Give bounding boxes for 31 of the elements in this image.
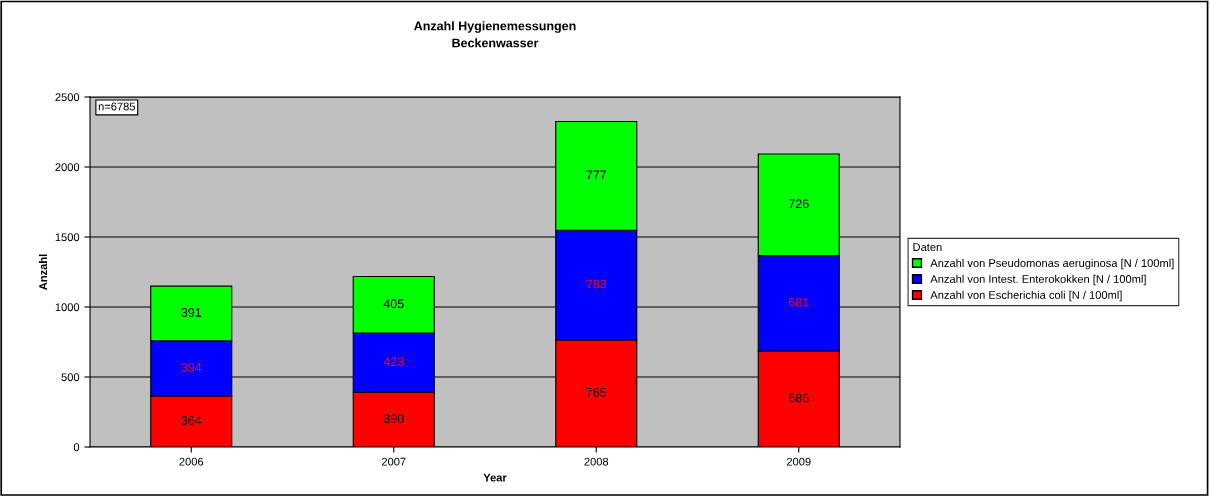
data-label: 405	[383, 299, 404, 309]
data-label: 423	[383, 357, 404, 367]
y-tick-label: 2000	[55, 163, 80, 172]
x-tick-label: 2009	[786, 457, 811, 466]
data-label: 390	[383, 414, 404, 424]
x-tick-label: 2006	[179, 457, 204, 466]
y-tick-label: 0	[73, 443, 80, 452]
x-axis-title: Year	[483, 473, 507, 482]
data-label: 777	[586, 170, 607, 180]
chart-subtitle: Beckenwasser	[452, 38, 539, 48]
legend-label: Anzahl von Escherichia coli [N / 100ml]	[930, 290, 1122, 302]
data-label: 681	[788, 297, 809, 307]
x-tick-label: 2007	[381, 457, 406, 466]
legend-label: Anzahl von Pseudomonas aeruginosa [N / 100ml]	[930, 258, 1174, 270]
y-tick-label: 500	[61, 373, 80, 382]
x-tick-label: 2008	[584, 457, 609, 466]
legend-label: Anzahl von Intest. Enterokokken [N / 100ml]	[930, 274, 1146, 286]
y-tick-label: 1000	[55, 303, 80, 312]
data-label: 364	[181, 416, 202, 425]
y-tick-label: 1500	[55, 233, 80, 242]
y-axis-title: Anzahl	[38, 254, 48, 290]
data-label: 391	[181, 308, 202, 317]
annotation: n=6785	[98, 102, 136, 111]
y-tick-label: 2500	[55, 93, 80, 102]
data-label: 726	[788, 199, 809, 209]
chart-title: Anzahl Hygienemessungen	[414, 21, 576, 33]
data-label: 765	[586, 387, 607, 397]
data-label: 783	[586, 279, 607, 289]
data-label: 686	[788, 393, 809, 403]
legend-title: Daten	[913, 243, 942, 252]
data-label: 394	[181, 362, 202, 372]
